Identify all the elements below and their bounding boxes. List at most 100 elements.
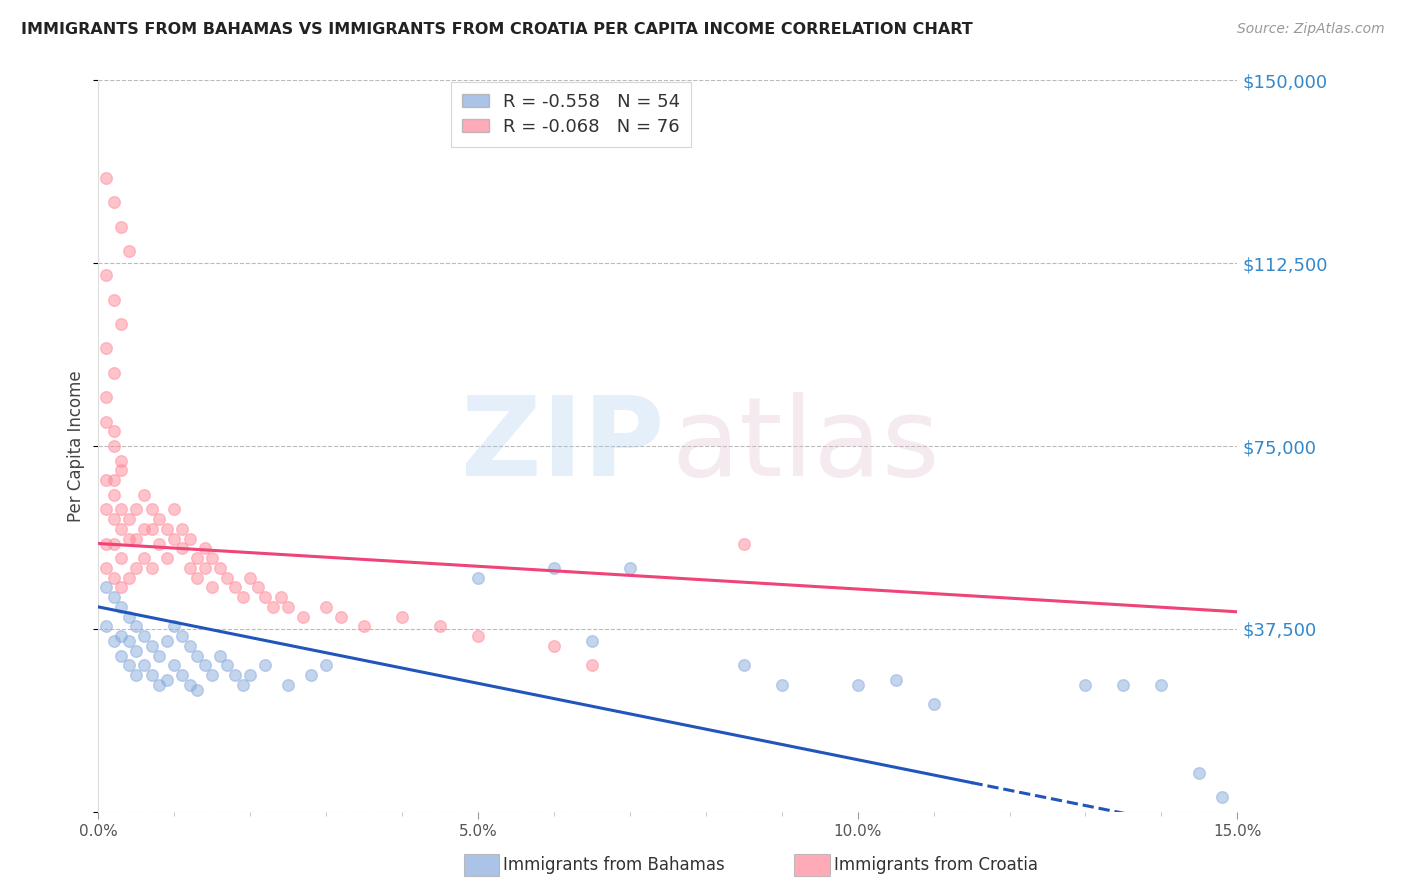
Point [141, 502, 163, 516]
Point [103, 488, 125, 502]
Point [132, 658, 155, 673]
Point [1112, 678, 1135, 692]
Point [315, 658, 337, 673]
Point [110, 581, 132, 595]
Point [103, 473, 125, 487]
Point [179, 678, 201, 692]
Point [148, 512, 170, 526]
Point [262, 599, 284, 614]
Point [277, 678, 299, 692]
Point [922, 698, 945, 712]
Point [156, 673, 179, 687]
Point [141, 639, 163, 653]
Point [170, 522, 193, 536]
Point [353, 619, 375, 633]
Point [94, 473, 117, 487]
Point [179, 532, 201, 546]
Point [156, 551, 179, 566]
Point [217, 658, 239, 673]
Point [201, 551, 224, 566]
Point [239, 571, 262, 585]
Point [208, 648, 231, 663]
Point [103, 634, 125, 648]
Point [186, 682, 208, 697]
Point [277, 599, 299, 614]
Point [94, 390, 117, 404]
Point [94, 561, 117, 575]
Point [299, 668, 322, 682]
Point [254, 658, 277, 673]
Point [125, 532, 148, 546]
Point [330, 609, 353, 624]
Point [186, 648, 208, 663]
Point [246, 581, 269, 595]
Point [103, 425, 125, 439]
Point [163, 532, 186, 546]
Point [103, 590, 125, 604]
Point [94, 619, 117, 633]
Point [194, 561, 217, 575]
Point [884, 673, 907, 687]
Point [224, 581, 246, 595]
Point [125, 561, 148, 575]
Point [217, 571, 239, 585]
Point [110, 599, 132, 614]
Point [163, 502, 186, 516]
Point [148, 536, 170, 550]
Point [148, 678, 170, 692]
Point [103, 366, 125, 380]
Point [543, 561, 565, 575]
Point [103, 571, 125, 585]
Point [467, 629, 489, 643]
Point [132, 629, 155, 643]
Y-axis label: Per Capita Income: Per Capita Income [67, 370, 86, 522]
Point [118, 532, 141, 546]
Point [315, 599, 337, 614]
Point [125, 619, 148, 633]
Point [110, 648, 132, 663]
Point [118, 512, 141, 526]
Point [148, 648, 170, 663]
Point [141, 668, 163, 682]
Point [270, 590, 292, 604]
Point [94, 170, 117, 185]
Point [179, 561, 201, 575]
Point [619, 561, 641, 575]
Point [94, 268, 117, 283]
Point [125, 644, 148, 658]
Point [163, 619, 186, 633]
Point [1074, 678, 1097, 692]
Point [94, 415, 117, 429]
Point [224, 668, 246, 682]
Point [94, 342, 117, 356]
Point [118, 634, 141, 648]
Point [292, 609, 315, 624]
Point [94, 502, 117, 516]
Point [118, 609, 141, 624]
Point [110, 502, 132, 516]
Point [467, 571, 489, 585]
Point [170, 541, 193, 556]
Point [170, 668, 193, 682]
Point [94, 581, 117, 595]
Point [733, 536, 755, 550]
Point [194, 541, 217, 556]
Point [163, 658, 186, 673]
Point [110, 453, 132, 467]
Point [110, 629, 132, 643]
Point [391, 609, 413, 624]
Point [1150, 678, 1173, 692]
Point [194, 658, 217, 673]
Point [239, 668, 262, 682]
Point [156, 522, 179, 536]
Point [770, 678, 793, 692]
Point [132, 522, 155, 536]
Point [186, 551, 208, 566]
Text: atlas: atlas [671, 392, 939, 500]
Point [118, 658, 141, 673]
Point [141, 522, 163, 536]
Point [132, 488, 155, 502]
Point [429, 619, 451, 633]
Point [103, 512, 125, 526]
Point [208, 561, 231, 575]
